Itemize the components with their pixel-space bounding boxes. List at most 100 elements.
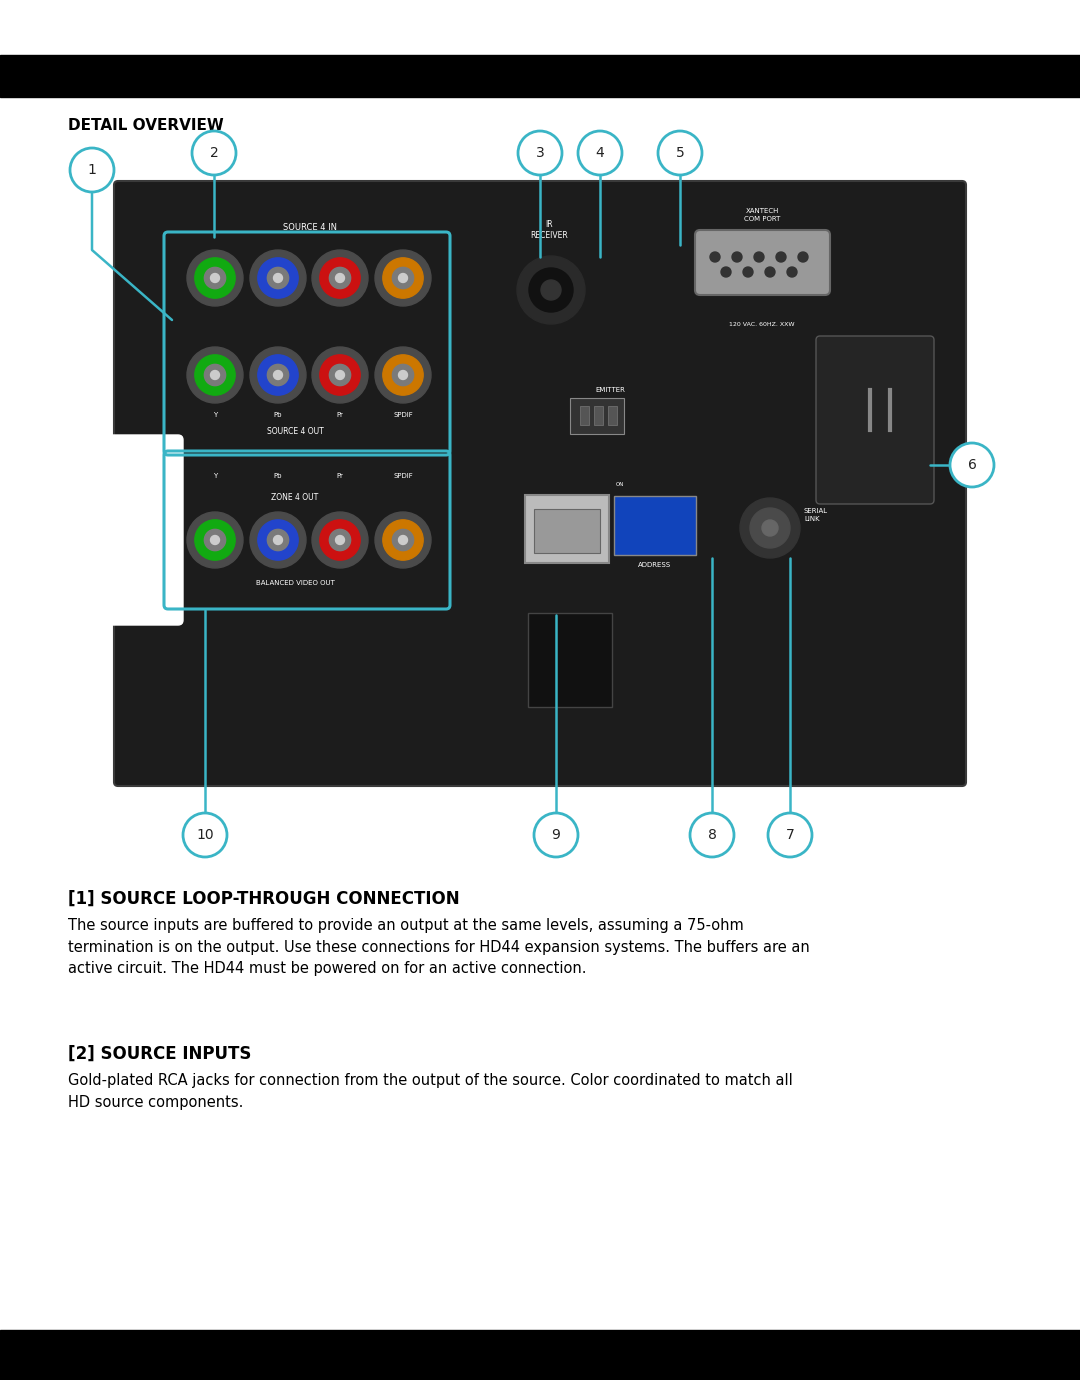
Text: 8: 8: [707, 828, 716, 842]
Circle shape: [268, 364, 288, 385]
Circle shape: [375, 250, 431, 306]
Circle shape: [194, 258, 235, 298]
Text: EMITTER: EMITTER: [595, 386, 625, 393]
Circle shape: [336, 273, 345, 283]
Circle shape: [273, 535, 283, 545]
Circle shape: [392, 530, 414, 551]
Circle shape: [534, 813, 578, 857]
Circle shape: [392, 364, 414, 385]
Text: SOURCE 4 IN: SOURCE 4 IN: [283, 224, 337, 232]
Text: SPDIF: SPDIF: [393, 413, 413, 418]
Circle shape: [765, 266, 775, 277]
Circle shape: [320, 258, 360, 298]
Circle shape: [399, 535, 407, 545]
Circle shape: [336, 535, 345, 545]
Circle shape: [268, 530, 288, 551]
Circle shape: [204, 268, 226, 288]
Text: 5: 5: [676, 146, 685, 160]
FancyBboxPatch shape: [615, 495, 696, 555]
Text: Gold-plated RCA jacks for connection from the output of the source. Color coordi: Gold-plated RCA jacks for connection fro…: [68, 1074, 793, 1110]
Circle shape: [329, 530, 351, 551]
FancyBboxPatch shape: [114, 181, 966, 787]
Circle shape: [183, 813, 227, 857]
Circle shape: [312, 512, 368, 569]
Circle shape: [258, 258, 298, 298]
Text: - 2 -: - 2 -: [988, 1346, 1012, 1358]
Circle shape: [740, 498, 800, 558]
Text: DETAIL OVERVIEW: DETAIL OVERVIEW: [68, 119, 224, 132]
FancyBboxPatch shape: [816, 335, 934, 504]
Text: The source inputs are buffered to provide an output at the same levels, assuming: The source inputs are buffered to provid…: [68, 918, 810, 976]
Text: Pr: Pr: [337, 413, 343, 418]
Text: 08905071B: 08905071B: [68, 1346, 135, 1358]
Circle shape: [732, 253, 742, 262]
Circle shape: [249, 250, 306, 306]
Circle shape: [787, 266, 797, 277]
Circle shape: [777, 253, 786, 262]
FancyBboxPatch shape: [570, 397, 624, 433]
Circle shape: [249, 346, 306, 403]
Circle shape: [312, 346, 368, 403]
Circle shape: [518, 131, 562, 175]
Text: SERIAL
LINK: SERIAL LINK: [804, 508, 828, 522]
Circle shape: [187, 346, 243, 403]
Circle shape: [743, 266, 753, 277]
Circle shape: [320, 520, 360, 560]
Circle shape: [375, 512, 431, 569]
FancyBboxPatch shape: [525, 495, 609, 563]
Text: 7: 7: [785, 828, 795, 842]
Text: ON: ON: [616, 483, 624, 487]
Circle shape: [750, 508, 789, 548]
Text: [1] SOURCE LOOP-THROUGH CONNECTION: [1] SOURCE LOOP-THROUGH CONNECTION: [68, 890, 460, 908]
Circle shape: [382, 355, 423, 395]
Text: Y: Y: [213, 473, 217, 479]
FancyBboxPatch shape: [528, 613, 612, 707]
FancyBboxPatch shape: [580, 406, 589, 425]
Circle shape: [273, 273, 283, 283]
Text: BALANCED VIDEO OUT: BALANCED VIDEO OUT: [256, 580, 335, 586]
Text: ADDRESS: ADDRESS: [638, 562, 672, 569]
FancyBboxPatch shape: [534, 509, 600, 553]
FancyBboxPatch shape: [607, 406, 617, 425]
Circle shape: [187, 250, 243, 306]
Text: 9: 9: [552, 828, 561, 842]
Text: SPDIF: SPDIF: [393, 473, 413, 479]
Circle shape: [950, 443, 994, 487]
Circle shape: [211, 535, 219, 545]
Text: 2: 2: [210, 146, 218, 160]
Circle shape: [710, 253, 720, 262]
Bar: [0, 1330, 1080, 1380]
FancyBboxPatch shape: [696, 230, 831, 295]
Text: 4: 4: [596, 146, 605, 160]
Text: ZONE 4 OUT: ZONE 4 OUT: [271, 493, 319, 501]
Circle shape: [192, 131, 237, 175]
Circle shape: [382, 258, 423, 298]
Text: 120 VAC. 60HZ. XXW: 120 VAC. 60HZ. XXW: [729, 323, 795, 327]
FancyBboxPatch shape: [594, 406, 603, 425]
Text: Pb: Pb: [273, 413, 282, 418]
Bar: [0, 55, 1080, 97]
Circle shape: [258, 520, 298, 560]
Circle shape: [336, 370, 345, 380]
Text: IR
RECEIVER: IR RECEIVER: [530, 219, 568, 240]
Text: 6: 6: [968, 458, 976, 472]
Circle shape: [211, 273, 219, 283]
Circle shape: [399, 370, 407, 380]
Circle shape: [187, 512, 243, 569]
Circle shape: [392, 268, 414, 288]
FancyBboxPatch shape: [108, 435, 183, 625]
Circle shape: [70, 148, 114, 192]
Circle shape: [312, 250, 368, 306]
Circle shape: [258, 355, 298, 395]
Circle shape: [768, 813, 812, 857]
Circle shape: [529, 268, 573, 312]
Circle shape: [320, 355, 360, 395]
Circle shape: [721, 266, 731, 277]
Circle shape: [329, 268, 351, 288]
Text: SOURCE 4 OUT: SOURCE 4 OUT: [267, 428, 323, 436]
Circle shape: [194, 520, 235, 560]
Text: 1: 1: [87, 163, 96, 177]
Text: Pb: Pb: [273, 473, 282, 479]
Circle shape: [249, 512, 306, 569]
Circle shape: [375, 346, 431, 403]
